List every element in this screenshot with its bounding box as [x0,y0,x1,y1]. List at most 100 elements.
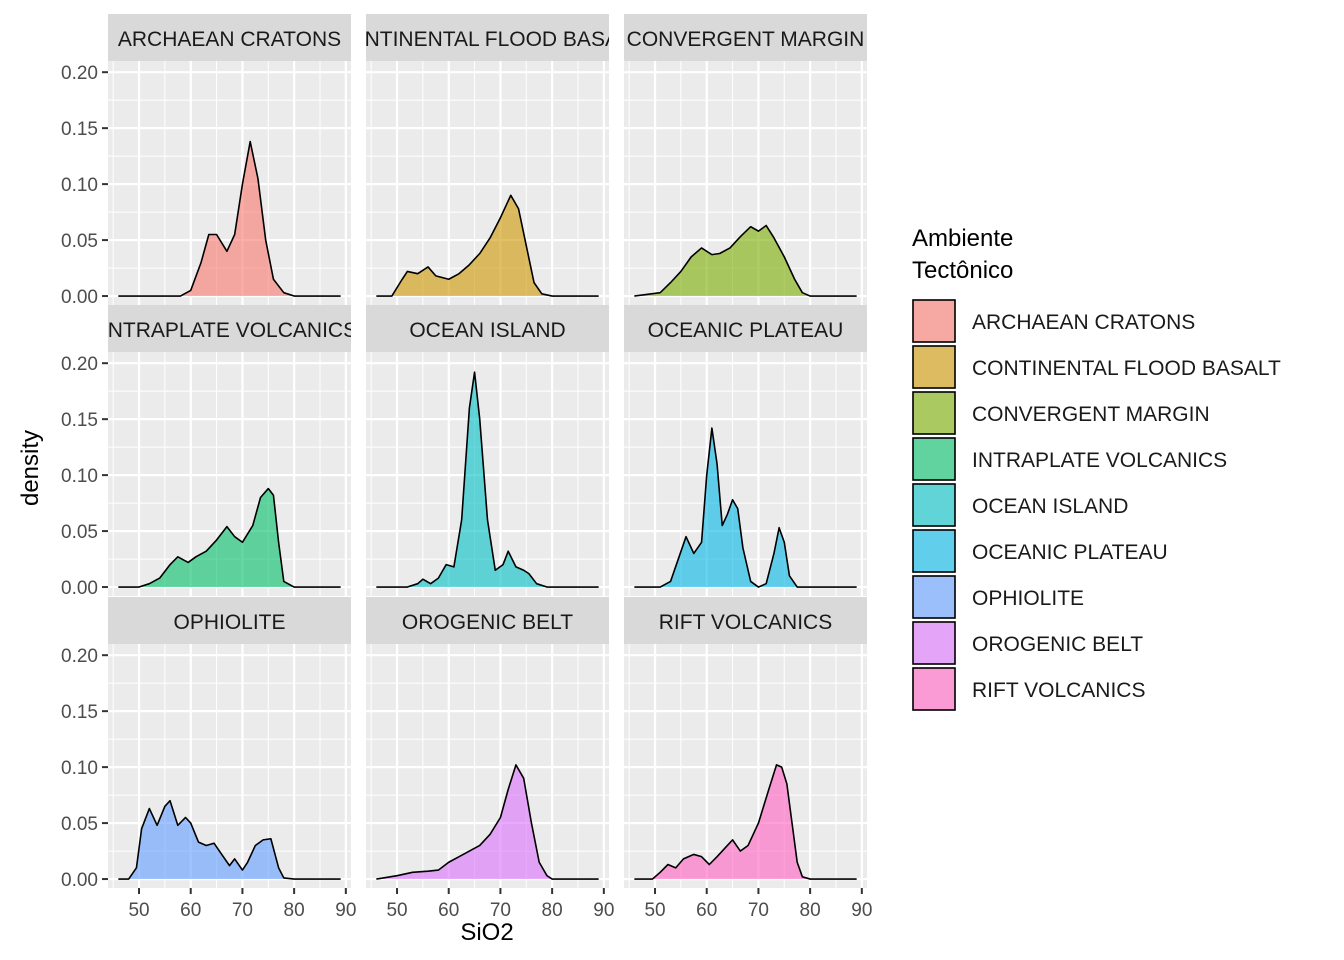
x-tick-label: 60 [180,900,201,921]
legend-key-swatch [912,345,956,389]
facet-strip-label: OROGENIC BELT [402,611,573,634]
legend-item-continental-flood-basalt: CONTINENTAL FLOOD BASALT [912,345,1281,389]
legend-key-swatch [912,529,956,573]
density-outline [118,799,341,880]
x-tick-label: 50 [386,900,407,921]
legend-item-archaean-cratons: ARCHAEAN CRATONS [912,299,1195,343]
facet-panel-rift-volcanics: RIFT VOLCANICS [624,597,867,888]
x-tick-label: 70 [232,900,253,921]
facet-panel-oceanic-plateau: OCEANIC PLATEAU [624,305,867,596]
legend-item-rift-volcanics: RIFT VOLCANICS [912,667,1145,711]
legend-key-swatch [912,391,956,435]
density-area [118,800,341,880]
legend-item-label: CONTINENTAL FLOOD BASALT [972,357,1281,380]
legend-item-label: OPHIOLITE [972,587,1084,610]
y-tick-label: 0.20 [61,63,98,84]
x-tick-label: 90 [593,900,614,921]
x-tick-label: 80 [800,900,821,921]
y-tick-label: 0.05 [61,814,98,835]
legend-item-label: OCEAN ISLAND [972,495,1128,518]
facet-strip-label: ARCHAEAN CRATONS [118,28,341,51]
facet-strip [624,14,867,61]
facet-strip-label: CONVERGENT MARGIN [627,28,865,51]
y-tick-label: 0.00 [61,287,98,308]
density-area [376,195,599,297]
y-tick-label: 0.00 [61,578,98,599]
facet-strip-label: OCEAN ISLAND [409,319,565,342]
legend-item-intraplate-volcanics: INTRAPLATE VOLCANICS [912,437,1227,481]
x-tick-label: 80 [284,900,305,921]
legend-key-swatch [912,483,956,527]
x-axis-title: SiO2 [460,919,513,946]
legend-title-line-1: Ambiente [912,225,1013,252]
y-tick-label: 0.05 [61,522,98,543]
legend-item-label: INTRAPLATE VOLCANICS [972,449,1227,472]
facet-panel-ocean-island: OCEAN ISLAND [366,305,609,596]
legend-key-swatch [912,667,956,711]
facet-panel-orogenic-belt: OROGENIC BELT [366,597,609,888]
x-tick-label: 80 [542,900,563,921]
y-tick-label: 0.15 [61,119,98,140]
legend-item-ophiolite: OPHIOLITE [912,575,1084,619]
y-tick-label: 0.20 [61,354,98,375]
y-tick-label: 0.15 [61,702,98,723]
facet-strip [624,597,867,644]
facet-strip [366,305,609,352]
x-tick-label: 90 [851,900,872,921]
facet-strip [108,305,351,352]
density-area [118,488,341,588]
facet-strip [366,597,609,644]
density-area [376,764,599,880]
legend-item-oceanic-plateau: OCEANIC PLATEAU [912,529,1168,573]
density-area [376,372,599,588]
density-outline [634,764,857,880]
density-area [118,141,341,297]
panel-background [624,352,867,596]
legend-title-line-2: Tectônico [912,257,1013,284]
facet-strip [624,305,867,352]
density-outline [376,764,599,880]
facet-strip [108,14,351,61]
facet-strip-label: OPHIOLITE [173,611,285,634]
x-tick-label: 50 [128,900,149,921]
facet-strip [366,14,609,61]
legend-key-swatch [912,299,956,343]
density-area [634,225,857,297]
y-tick-label: 0.15 [61,410,98,431]
y-tick-label: 0.10 [61,175,98,196]
legend-item-label: OCEANIC PLATEAU [972,541,1168,564]
y-tick-label: 0.10 [61,466,98,487]
legend-item-convergent-margin: CONVERGENT MARGIN [912,391,1210,435]
y-tick-label: 0.10 [61,758,98,779]
facet-strip [108,597,351,644]
legend-key-swatch [912,437,956,481]
y-tick-label: 0.20 [61,646,98,667]
legend-item-label: RIFT VOLCANICS [972,679,1145,702]
density-outline [376,371,599,588]
facet-panel-archaean-cratons: ARCHAEAN CRATONS [108,14,351,305]
density-outline [118,140,341,297]
density-outline [376,194,599,297]
x-tick-label: 90 [335,900,356,921]
facet-panel-continental-flood-basalt: CONTINENTAL FLOOD BASALT [333,14,642,305]
facet-panel-ophiolite: OPHIOLITE [108,597,351,888]
legend-item-orogenic-belt: OROGENIC BELT [912,621,1143,665]
facet-panel-convergent-margin: CONVERGENT MARGIN [624,14,867,305]
facet-strip-label: OCEANIC PLATEAU [648,319,844,342]
x-tick-label: 60 [438,900,459,921]
legend-item-label: CONVERGENT MARGIN [972,403,1210,426]
legend: Ambiente Tectônico ARCHAEAN CRATONS CONTI… [912,225,1281,711]
axes: 0.00 0.05 0.10 0.15 0.20 0.00 0.05 0.10 0.15 0.20… [61,63,872,921]
legend-key-swatch [912,575,956,619]
density-area [634,764,857,880]
y-tick-label: 0.05 [61,231,98,252]
x-tick-label: 70 [748,900,769,921]
facet-strip-label: CONTINENTAL FLOOD BASALT [333,28,642,51]
legend-item-label: ARCHAEAN CRATONS [972,311,1195,334]
x-tick-label: 70 [490,900,511,921]
facet-panel-intraplate-volcanics: INTRAPLATE VOLCANICS [102,305,357,596]
facet-strip-label: INTRAPLATE VOLCANICS [102,319,357,342]
y-axis-title: density [17,430,44,506]
